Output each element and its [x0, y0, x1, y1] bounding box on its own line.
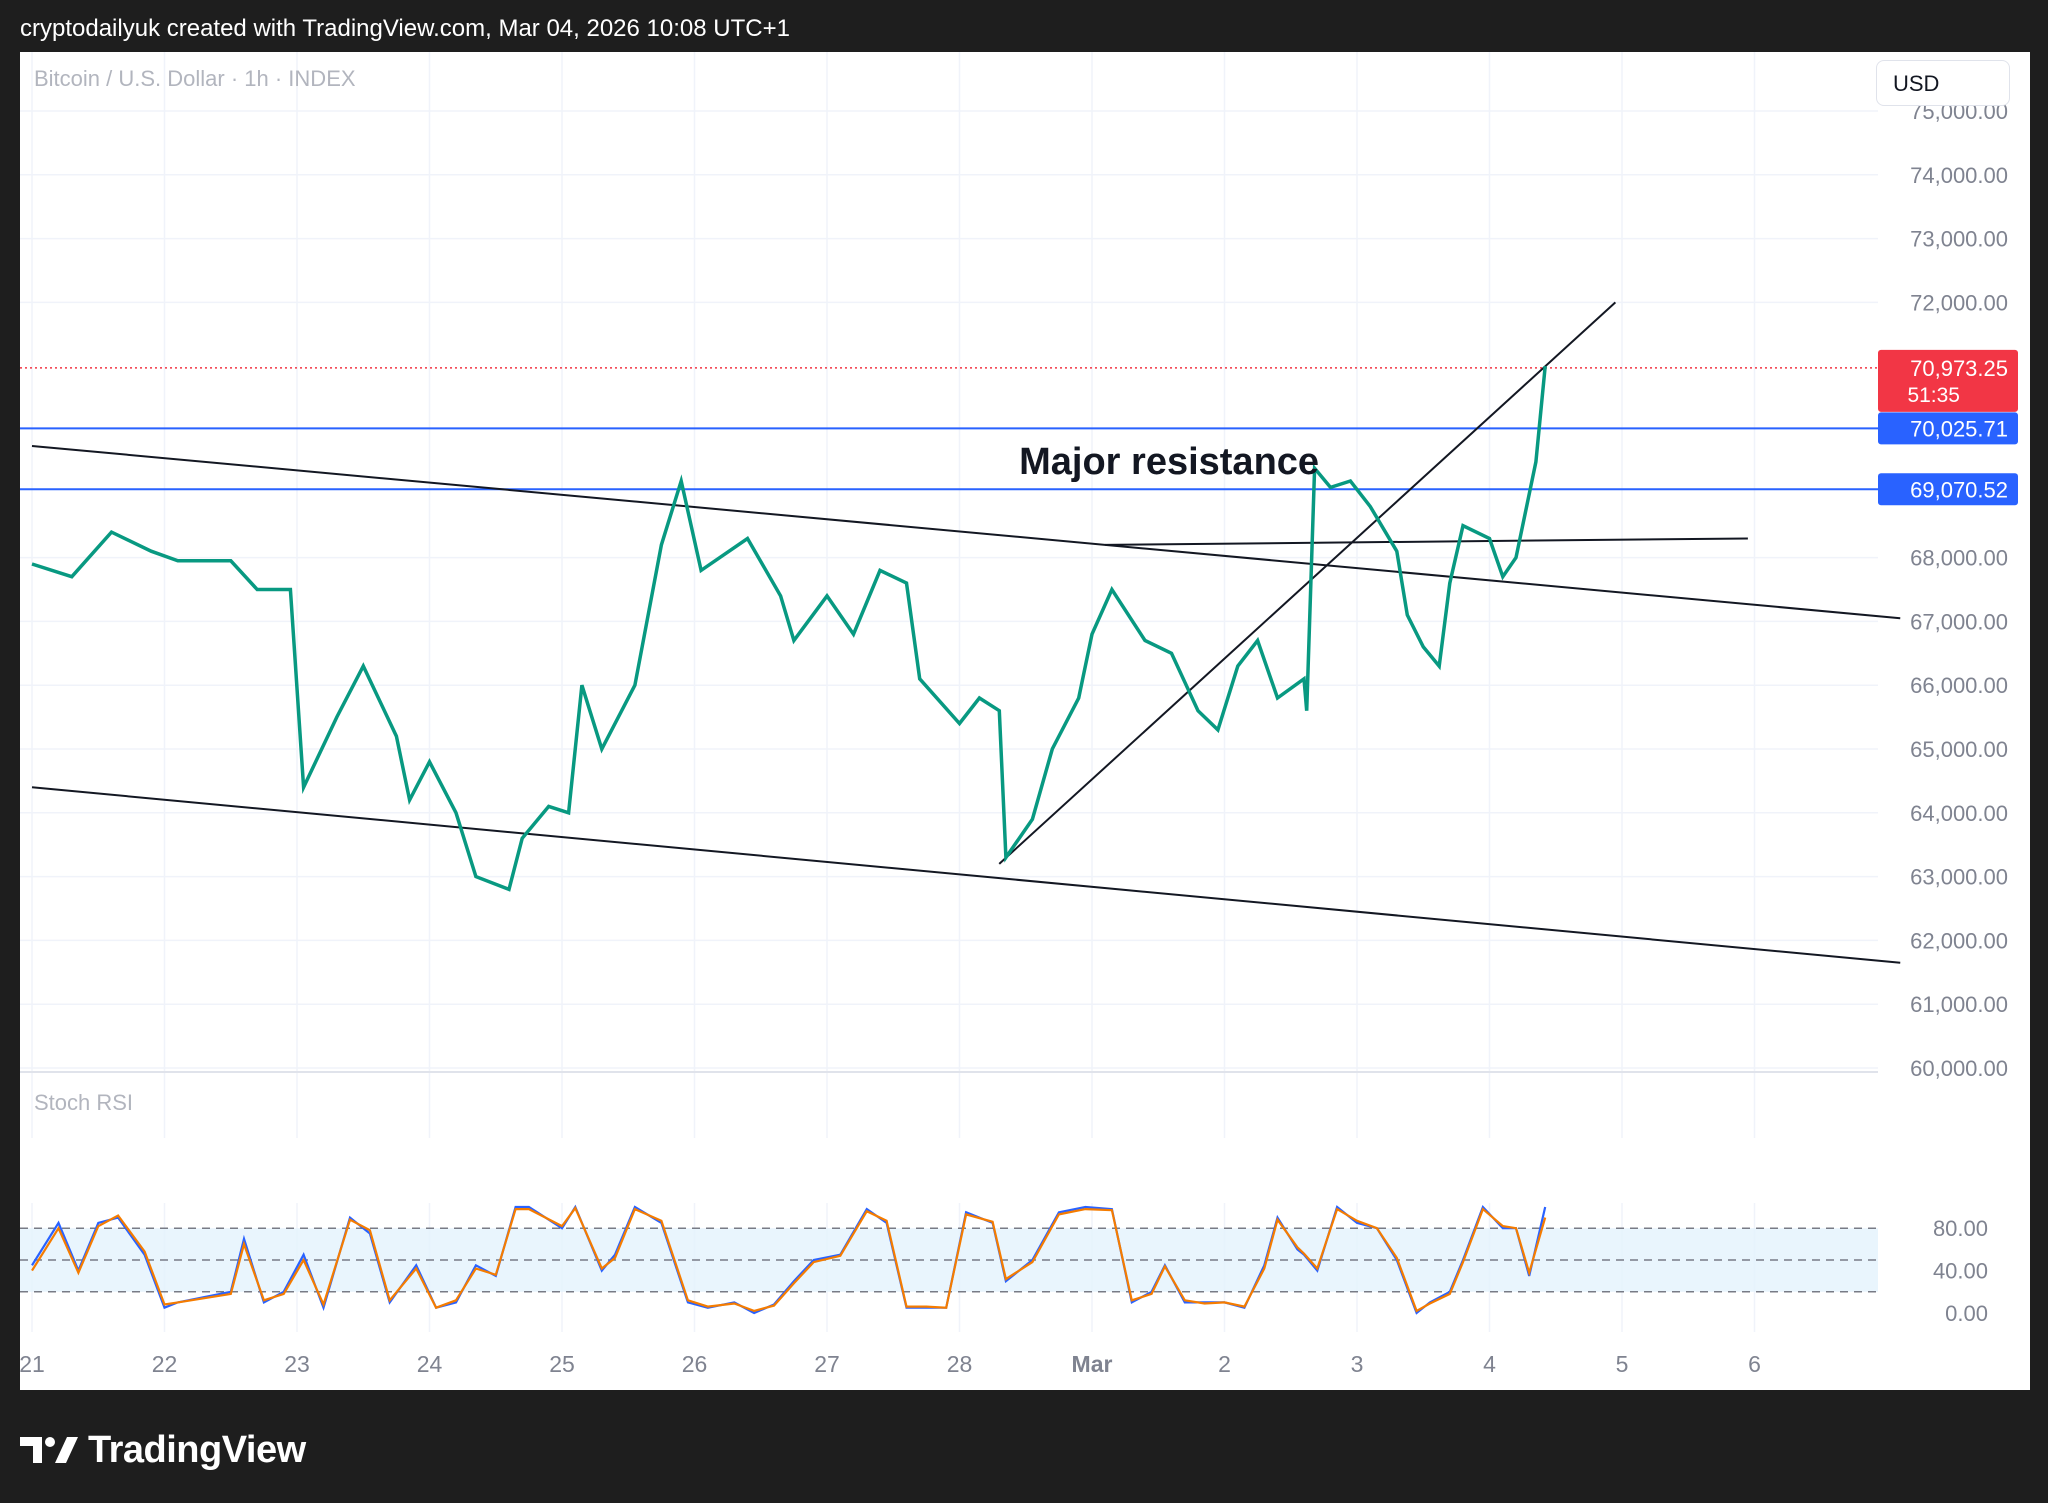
price-tick-label: 73,000.00: [1910, 227, 2008, 252]
time-tick-label: 22: [152, 1351, 178, 1377]
stoch-rsi-line: [31, 1205, 1547, 1313]
stoch-tick-label: 0.00: [1945, 1301, 1988, 1326]
time-tick-label: 21: [20, 1351, 45, 1377]
price-series-line: [31, 366, 1547, 892]
stoch-band: [20, 1227, 1878, 1293]
price-tick-label: 74,000.00: [1910, 163, 2008, 188]
last-price-countdown: 51:35: [1907, 384, 1960, 407]
price-axis: 60,000.00 61,000.00 62,000.00 63,000.00 64,0…: [1910, 99, 2008, 1326]
axis-strip: [20, 1138, 1855, 1203]
time-tick-label: 27: [814, 1351, 840, 1377]
stoch-rsi-series: [31, 1204, 1547, 1315]
trendline: [31, 444, 1901, 620]
price-tick-label: 72,000.00: [1910, 290, 2008, 315]
price-tick-label: 65,000.00: [1910, 737, 2008, 762]
footer-brand: TradingView: [20, 1420, 306, 1480]
price-tags: 70,973.25 51:35 70,025.71 69,070.52: [1878, 349, 2018, 506]
trendlines: [31, 301, 1901, 964]
time-tick-label: 26: [682, 1351, 708, 1377]
price-tick-label: 67,000.00: [1910, 609, 2008, 634]
price-tick-label: 66,000.00: [1910, 673, 2008, 698]
trendline: [998, 301, 1617, 865]
price-tick-label: 68,000.00: [1910, 546, 2008, 571]
level-price-tag: [1878, 473, 2018, 506]
brand-name: TradingView: [88, 1428, 306, 1471]
chart-annotations: Major resistance: [1019, 441, 1319, 483]
level-price-tag: [1878, 412, 2018, 445]
tradingview-logo-icon: [20, 1437, 78, 1463]
attribution-text: cryptodailyuk created with TradingView.c…: [20, 15, 790, 42]
time-axis: 21 22 23 24 25 26 27 28 Mar 2 3 4 5 6: [19, 1351, 1761, 1377]
annotation-label: Major resistance: [1019, 441, 1319, 483]
time-tick-label: 6: [1748, 1351, 1761, 1377]
time-tick-label: 4: [1483, 1351, 1496, 1377]
level-price-value: 69,070.52: [1910, 477, 2008, 502]
last-price-tag: [1878, 349, 2018, 412]
currency-button[interactable]: USD: [1876, 60, 2010, 106]
price-tick-label: 62,000.00: [1910, 928, 2008, 953]
trendline: [31, 786, 1901, 964]
time-tick-label: 24: [417, 1351, 443, 1377]
stoch-rsi-label: Stoch RSI: [34, 1090, 133, 1115]
price-tick-label: 63,000.00: [1910, 865, 2008, 890]
last-price-value: 70,973.25: [1910, 356, 2008, 381]
symbol-label: Bitcoin / U.S. Dollar · 1h · INDEX: [34, 66, 356, 91]
stoch-tick-label: 80.00: [1933, 1216, 1988, 1241]
time-tick-label: 5: [1616, 1351, 1629, 1377]
grid-lines: [20, 52, 1878, 1332]
time-tick-label: Mar: [1072, 1351, 1113, 1377]
attribution-bar: cryptodailyuk created with TradingView.c…: [0, 0, 2048, 52]
time-tick-label: 3: [1351, 1351, 1364, 1377]
price-tick-label: 61,000.00: [1910, 992, 2008, 1017]
chart-panel[interactable]: Major resistance 60,000.00 61,000.00 62,00…: [19, 52, 2030, 1390]
stoch-tick-label: 40.00: [1933, 1259, 1988, 1284]
horizontal-levels: [20, 367, 1878, 491]
time-tick-label: 25: [549, 1351, 575, 1377]
level-price-value: 70,025.71: [1910, 416, 2008, 441]
time-tick-label: 28: [947, 1351, 973, 1377]
time-tick-label: 2: [1218, 1351, 1231, 1377]
trendline: [1105, 537, 1748, 546]
time-tick-label: 23: [284, 1351, 310, 1377]
chart-canvas[interactable]: Major resistance 60,000.00 61,000.00 62,00…: [19, 52, 2030, 1390]
price-tick-label: 60,000.00: [1910, 1056, 2008, 1081]
price-tick-label: 64,000.00: [1910, 801, 2008, 826]
